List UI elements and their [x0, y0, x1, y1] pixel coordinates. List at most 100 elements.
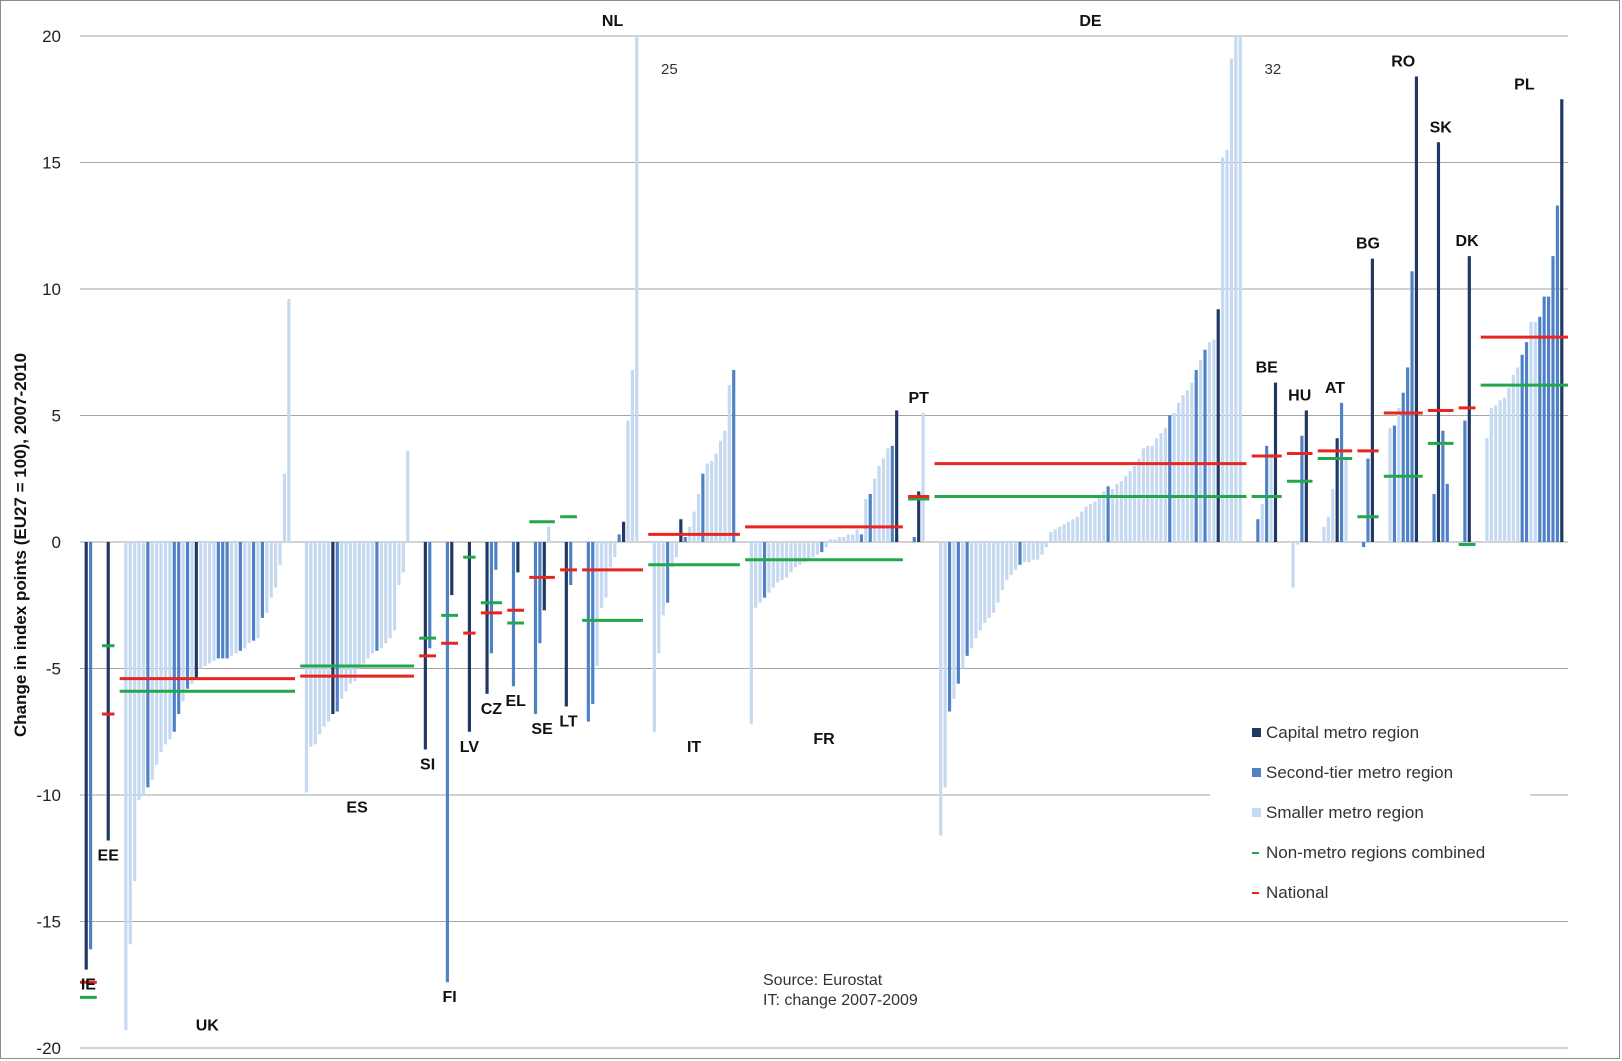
bar-hu [1300, 435, 1304, 542]
source-line: IT: change 2007-2009 [763, 992, 918, 1009]
bar-uk [207, 542, 212, 664]
bar-sk [1441, 430, 1445, 542]
country-label-fr: FR [813, 731, 835, 748]
bar-es [335, 542, 339, 712]
bar-ie [89, 542, 93, 950]
bar-de [969, 542, 974, 649]
legend-swatch-second [1252, 768, 1261, 777]
bar-de [1194, 369, 1198, 542]
bar-de [1084, 506, 1088, 542]
bar-fr [851, 534, 855, 542]
bar-si [428, 542, 432, 649]
truncated-value-label: 32 [1265, 61, 1282, 78]
bar-es [362, 542, 366, 664]
country-label-be: BE [1256, 360, 1279, 377]
bar-fr [815, 542, 819, 555]
bar-pl [1542, 296, 1546, 542]
bar-uk [141, 542, 146, 795]
bar-it [674, 542, 679, 558]
bar-es [366, 542, 370, 659]
bar-uk [234, 542, 238, 654]
bar-cz [494, 542, 498, 570]
bar-lv [467, 542, 471, 732]
bar-de [1203, 349, 1207, 542]
bar-cz [489, 542, 494, 654]
bar-at [1322, 526, 1326, 542]
bar-fr [868, 493, 872, 542]
country-label-bg: BG [1356, 236, 1380, 253]
bar-uk [269, 542, 273, 598]
bar-uk [194, 542, 198, 679]
bar-fr [873, 478, 877, 542]
bar-ee [106, 542, 110, 841]
bar-uk [190, 542, 194, 684]
bar-de [1238, 36, 1242, 542]
bar-dk [1463, 420, 1467, 542]
bar-de [1234, 36, 1238, 542]
bar-es [375, 542, 379, 651]
bar-be [1260, 504, 1264, 542]
bar-de [974, 542, 978, 639]
bar-de [1146, 445, 1150, 542]
bar-fr [877, 466, 881, 542]
country-label-at: AT [1325, 380, 1345, 397]
bar-de [1014, 542, 1018, 570]
bar-es [313, 542, 317, 745]
bar-se [547, 526, 551, 542]
bar-de [1027, 542, 1031, 563]
bar-es [344, 542, 348, 692]
bar-pl [1520, 354, 1524, 542]
bar-de [1110, 488, 1115, 542]
bar-pl [1555, 205, 1559, 542]
bar-de [1221, 157, 1225, 542]
bar-nl [626, 420, 630, 542]
bar-de [992, 542, 996, 613]
bar-de [1102, 491, 1106, 542]
bar-uk [278, 542, 282, 565]
bar-at [1331, 488, 1335, 542]
y-axis-label: Change in index points (EU27 = 100), 200… [11, 353, 30, 737]
bar-de [1159, 433, 1163, 542]
bar-nl [608, 542, 612, 568]
bar-de [956, 542, 960, 684]
bar-de [1009, 542, 1013, 575]
bar-de [1185, 390, 1189, 542]
country-label-ie: IE [81, 977, 96, 994]
bar-ro [1392, 425, 1396, 542]
bar-nl [617, 534, 621, 542]
bar-fr [886, 448, 890, 542]
bar-de [1097, 496, 1101, 542]
bar-it [666, 542, 670, 603]
country-label-pt: PT [908, 390, 929, 407]
bar-fr [837, 536, 841, 542]
bar-fr [859, 534, 864, 542]
truncated-value-label: 25 [661, 61, 678, 78]
bar-pl [1507, 387, 1511, 542]
bar-nl [622, 521, 626, 542]
bar-es [388, 542, 392, 639]
bar-it [723, 430, 727, 542]
y-tick-label: -5 [46, 660, 61, 679]
bar-nl [613, 542, 617, 558]
bar-fr [802, 542, 806, 563]
country-label-lt: LT [559, 713, 578, 730]
legend-label-national: National [1266, 883, 1328, 902]
y-tick-label: 5 [52, 407, 61, 426]
bar-at [1335, 438, 1339, 542]
bar-nl [630, 369, 634, 542]
bar-de [1172, 412, 1176, 542]
bar-uk [203, 542, 207, 666]
bar-bg [1370, 258, 1374, 542]
bar-pl [1511, 375, 1515, 542]
bar-de [1229, 58, 1234, 543]
bar-pl [1516, 367, 1520, 542]
y-tick-label: -10 [36, 786, 61, 805]
y-tick-label: -20 [36, 1039, 61, 1058]
bar-pl [1551, 256, 1555, 542]
bar-es [401, 542, 405, 573]
bar-de [1137, 458, 1141, 542]
bar-de [1049, 531, 1053, 542]
source-line: Source: Eurostat [763, 972, 883, 989]
bar-it [705, 463, 709, 542]
